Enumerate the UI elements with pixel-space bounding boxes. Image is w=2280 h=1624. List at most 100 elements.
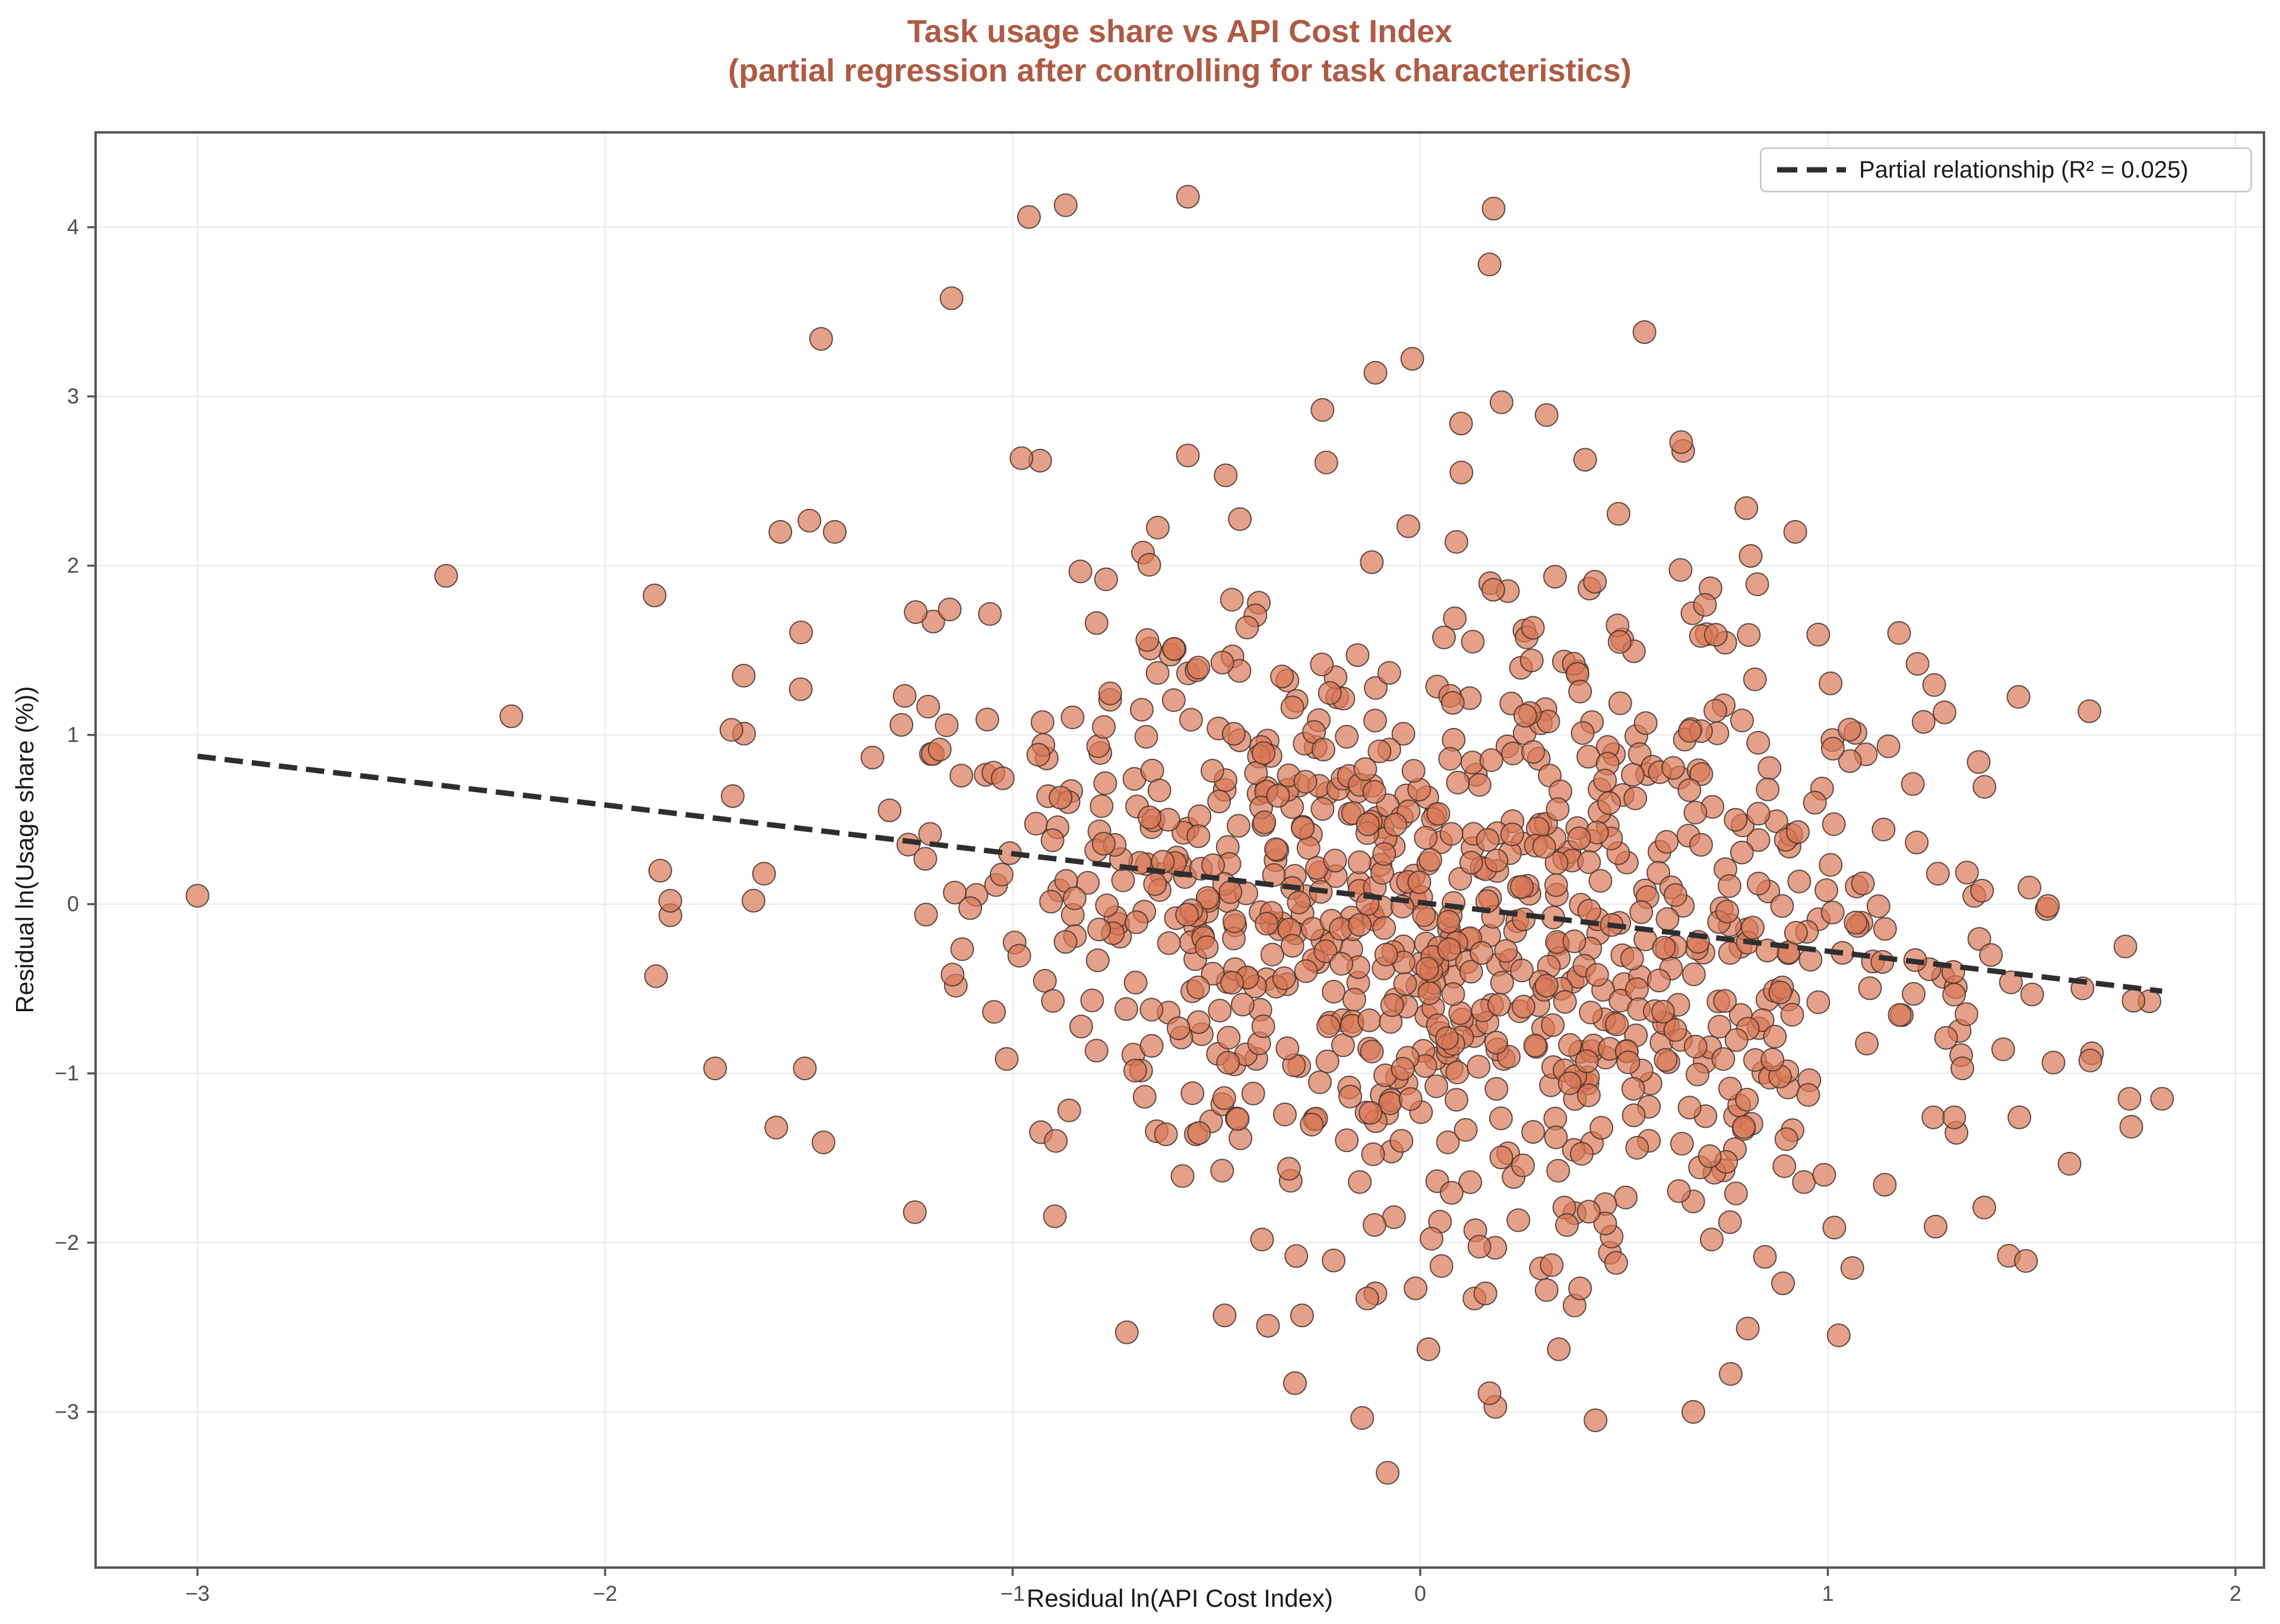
data-point bbox=[1787, 869, 1812, 894]
data-point bbox=[1393, 971, 1417, 996]
data-point bbox=[1972, 775, 1997, 799]
data-point bbox=[1838, 749, 1862, 773]
data-point bbox=[1123, 1059, 1147, 1082]
data-point bbox=[990, 766, 1015, 790]
data-point bbox=[1541, 1013, 1565, 1037]
data-point bbox=[878, 798, 902, 822]
y-tick-label: −2 bbox=[55, 1230, 79, 1255]
data-point bbox=[860, 745, 885, 770]
data-point bbox=[1024, 812, 1048, 836]
data-point bbox=[1252, 741, 1275, 765]
data-point bbox=[1069, 1014, 1093, 1039]
data-point bbox=[1887, 621, 1911, 645]
data-point bbox=[1111, 868, 1135, 892]
data-point bbox=[943, 881, 967, 905]
data-point bbox=[1682, 962, 1706, 986]
data-point bbox=[811, 1131, 835, 1154]
data-point bbox=[1310, 797, 1335, 821]
data-point bbox=[1161, 688, 1186, 713]
data-point bbox=[1557, 1071, 1582, 1096]
data-point bbox=[1513, 704, 1537, 728]
data-point bbox=[1575, 1049, 1599, 1074]
data-point bbox=[2041, 1050, 2066, 1075]
data-point bbox=[1703, 699, 1727, 723]
data-point bbox=[1934, 1025, 1958, 1050]
data-point bbox=[1084, 611, 1109, 635]
data-point bbox=[1521, 616, 1545, 640]
data-point bbox=[1487, 992, 1511, 1017]
data-point bbox=[1401, 759, 1426, 783]
data-point bbox=[1350, 1406, 1375, 1430]
data-point bbox=[1901, 772, 1925, 796]
data-point bbox=[1698, 1144, 1722, 1169]
data-point bbox=[1461, 629, 1485, 654]
data-point bbox=[1677, 1096, 1702, 1120]
data-point bbox=[822, 520, 847, 544]
data-point bbox=[1264, 837, 1288, 862]
data-point bbox=[1438, 747, 1462, 771]
data-point bbox=[1186, 656, 1211, 680]
data-point bbox=[764, 1115, 788, 1139]
data-point bbox=[1300, 1112, 1324, 1137]
data-point bbox=[1414, 825, 1438, 850]
data-point bbox=[644, 964, 668, 988]
data-point bbox=[642, 583, 667, 607]
data-point bbox=[1663, 1018, 1687, 1042]
y-tick-label: −3 bbox=[55, 1400, 79, 1424]
data-point bbox=[1670, 1132, 1694, 1156]
data-point bbox=[1396, 514, 1420, 539]
data-point bbox=[1085, 948, 1110, 973]
data-point bbox=[1876, 734, 1901, 758]
data-point bbox=[1407, 870, 1432, 894]
data-point bbox=[1132, 1085, 1157, 1109]
data-point bbox=[789, 621, 813, 645]
data-point bbox=[2057, 1151, 2082, 1176]
data-point bbox=[1186, 824, 1211, 849]
data-point bbox=[1774, 1127, 1798, 1151]
data-point bbox=[1621, 762, 1645, 787]
data-point bbox=[1146, 515, 1170, 540]
data-point bbox=[1622, 1103, 1646, 1128]
data-point bbox=[1347, 850, 1372, 875]
data-point bbox=[1669, 430, 1693, 454]
data-point bbox=[1718, 1362, 1743, 1386]
data-point bbox=[2036, 894, 2060, 918]
data-point bbox=[1933, 700, 1956, 724]
data-point bbox=[1668, 558, 1693, 582]
data-point bbox=[1523, 1033, 1547, 1058]
data-point bbox=[1718, 1077, 1742, 1101]
data-point bbox=[1746, 802, 1771, 826]
data-point bbox=[1489, 1106, 1513, 1131]
data-point bbox=[1484, 1030, 1508, 1055]
data-point bbox=[1372, 916, 1396, 940]
data-point bbox=[703, 1056, 727, 1081]
data-point bbox=[1312, 737, 1335, 762]
data-point bbox=[1287, 891, 1311, 914]
data-point bbox=[1544, 1125, 1568, 1150]
data-point bbox=[1372, 842, 1396, 866]
data-point bbox=[1625, 977, 1649, 1001]
data-point bbox=[1114, 997, 1138, 1021]
data-point bbox=[1661, 756, 1686, 780]
data-point bbox=[1683, 1034, 1708, 1059]
data-point bbox=[2119, 1115, 2143, 1139]
data-point bbox=[1357, 1008, 1382, 1033]
data-point bbox=[1942, 983, 1966, 1006]
data-point bbox=[1819, 671, 1843, 695]
data-point bbox=[1322, 1248, 1346, 1272]
data-point bbox=[1218, 880, 1243, 904]
data-point bbox=[1746, 730, 1771, 755]
data-point bbox=[1039, 889, 1063, 914]
data-point bbox=[1855, 1031, 1879, 1056]
data-point bbox=[1176, 185, 1200, 209]
data-point bbox=[1616, 1050, 1641, 1075]
data-point bbox=[1970, 879, 1994, 903]
data-point bbox=[1175, 903, 1199, 927]
data-point bbox=[1851, 871, 1875, 895]
data-point bbox=[1170, 1164, 1195, 1188]
data-point bbox=[1091, 831, 1116, 856]
data-point bbox=[1228, 507, 1252, 531]
data-point bbox=[1214, 463, 1238, 487]
data-point bbox=[1713, 989, 1737, 1013]
data-point bbox=[1479, 748, 1503, 773]
